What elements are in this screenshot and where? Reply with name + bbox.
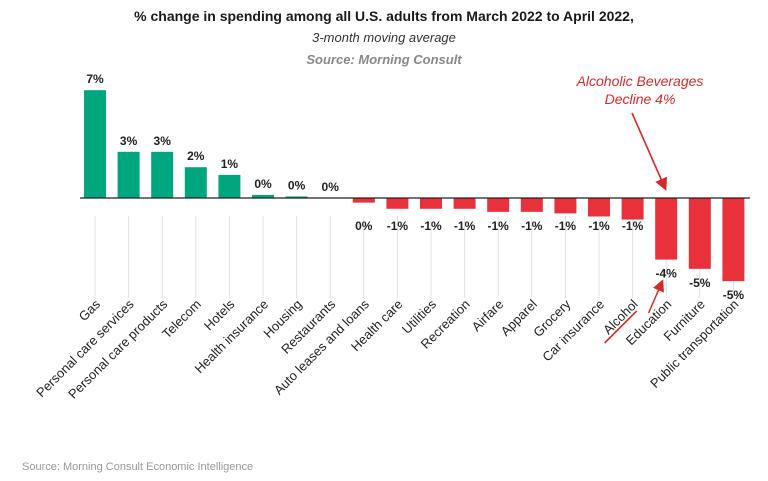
data-label: -5% <box>723 288 745 302</box>
bar <box>688 198 711 269</box>
data-label: -1% <box>454 219 476 233</box>
category-label: Gas <box>76 296 104 324</box>
chart-subtitle: 3-month moving average <box>312 30 456 45</box>
chart-title: % change in spending among all U.S. adul… <box>134 8 634 24</box>
data-label: 0% <box>288 178 306 192</box>
bar <box>621 198 644 220</box>
data-label: 2% <box>187 149 205 163</box>
data-label: 3% <box>120 134 138 148</box>
data-label: -1% <box>555 219 577 233</box>
data-label: -1% <box>622 219 644 233</box>
bar <box>252 194 274 198</box>
chart-source-line: Source: Morning Consult <box>306 52 462 67</box>
data-label: -5% <box>689 276 711 290</box>
data-label: 7% <box>86 72 104 86</box>
bar <box>151 151 174 198</box>
annotation-line-2: Decline 4% <box>604 91 676 107</box>
bar <box>285 196 308 198</box>
bar <box>420 198 442 209</box>
bar <box>352 198 375 203</box>
bar <box>386 198 409 209</box>
data-label: 1% <box>221 157 239 171</box>
data-label: -1% <box>387 219 409 233</box>
annotation-arrow-upper <box>631 112 667 191</box>
data-label: -1% <box>488 219 510 233</box>
bar <box>520 198 543 212</box>
bar <box>554 198 577 214</box>
data-label: -4% <box>656 267 678 281</box>
data-label: 0% <box>322 180 340 194</box>
bar <box>84 90 106 198</box>
bar <box>453 198 476 209</box>
data-label: 0% <box>254 177 272 191</box>
bar <box>117 151 140 198</box>
annotation-line-1: Alcoholic Beverages <box>576 73 704 89</box>
data-label: -1% <box>588 219 610 233</box>
annotation-arrow-lower <box>647 279 664 314</box>
bar <box>487 198 510 212</box>
bar <box>184 167 207 198</box>
data-label: 0% <box>355 219 373 233</box>
highlight-underline <box>604 310 638 344</box>
bar <box>588 198 610 217</box>
footer-source: Source: Morning Consult Economic Intelli… <box>22 461 254 473</box>
bar <box>722 198 745 282</box>
data-label: -1% <box>420 219 442 233</box>
annotation-text: Alcoholic Beverages Decline 4% <box>555 72 725 108</box>
data-label: -1% <box>521 219 543 233</box>
bar <box>655 198 678 260</box>
bar <box>218 174 241 198</box>
data-label: 3% <box>154 134 172 148</box>
